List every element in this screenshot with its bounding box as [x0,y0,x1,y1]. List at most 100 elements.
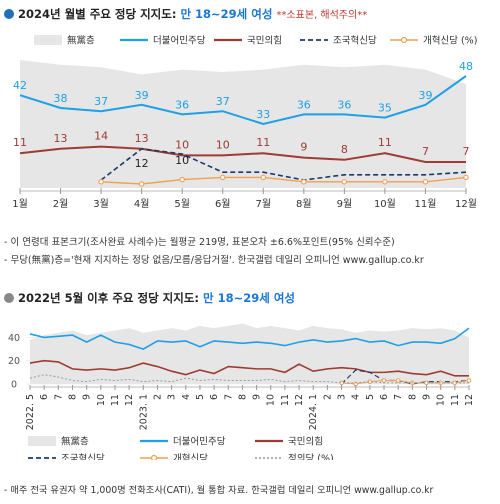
data-label-ppp: 11 [256,136,270,149]
chart2-note-method: - 매주 전국 유권자 약 1,000명 전화조사(CATI), 월 통합 자료… [4,485,434,496]
x-tick-label: 8 [407,394,418,400]
chart1-title-accent: 만 18~29세 여성 [180,7,273,21]
data-label-democratic: 42 [13,79,27,92]
x-tick-label: 6 [209,394,220,400]
bullet-dot-icon [4,9,14,19]
data-label-ppp: 13 [135,132,149,145]
x-tick-label: 2 [152,394,163,400]
area-independent [20,60,466,188]
x-tick-label: 5월 [174,198,190,210]
legend-label: 조국혁신당 [61,454,105,461]
data-label-ppp: 11 [13,136,27,149]
x-tick-label: 12 [464,394,475,406]
x-tick-label: 4 [181,394,192,400]
legend-label: 국민의힘 [247,36,282,47]
x-tick-label: 3 [337,394,348,400]
x-tick-label: 2 [322,394,333,400]
series-line-rebuilding [100,147,467,181]
x-tick-label: 2024. 1 [308,394,319,430]
legend-label: 더불어민주당 [153,36,206,47]
x-tick-label: 10월 [374,198,396,210]
legend-label: 無黨층 [67,35,95,47]
x-tick-label: 7 [53,394,64,400]
series-line [29,374,469,384]
x-tick-label: 10 [96,394,107,406]
data-label-democratic: 33 [256,108,270,121]
x-tick-label: 6 [379,394,390,400]
x-tick-label: 3 [167,394,178,400]
x-tick-label: 8월 [296,198,312,210]
series-point-reform [219,174,226,181]
x-tick-label: 11월 [414,198,436,210]
data-label-rebuilding: 10 [175,154,189,167]
data-label-ppp: 10 [216,138,230,151]
x-tick-label: 12 [124,394,135,406]
legend-label: 개혁신당 (%) [423,36,477,47]
x-tick-label: 9 [422,394,433,400]
chart1-title: 2024년 월별 주요 정당 지지도: 만 18~29세 여성 **소표본, 해… [4,6,367,22]
chart1-note-sample: - 이 연령대 표본크기(조사완료 사례수)는 월평균 219명, 표본오차 ±… [4,237,395,248]
data-label-ppp: 14 [94,130,108,143]
series-line-democratic [19,75,467,126]
chart1-note-independent: - 무당(無黨)층='현재 지지하는 정당 없음/모름/응답거절'. 한국갤럽 … [4,255,424,266]
data-label-ppp: 13 [54,132,68,145]
data-label-rebuilding: 12 [135,157,149,170]
x-tick-label: 7월 [255,198,271,210]
series-line [341,369,470,385]
x-tick-label: 5 [195,394,206,400]
x-tick-label: 2023. 1 [138,394,149,430]
data-label-ppp: 11 [378,136,392,149]
legend-marker [400,36,408,44]
chart1-plot: 無黨층 더불어민주당 국민의힘 조국혁신당 개혁신당 (%) 1월 2월 3월 4월 5월 6월 7월… [12,35,477,211]
series-point-reform [341,179,348,185]
data-label-democratic: 39 [418,89,432,102]
series-point-reform [301,179,307,185]
series-point [381,378,387,383]
area-independent [30,323,469,384]
x-tick-label: 8 [67,394,78,400]
legend-label: 조국혁신당 [333,36,377,47]
y-tick-label: 20 [8,356,20,367]
legend-marker [150,454,158,460]
chart2-title-accent: 만 18~29세 여성 [203,291,296,305]
legend-label: 개혁신당 [173,454,208,461]
legend-label: 국민의힘 [288,437,323,448]
data-label-democratic: 48 [459,60,473,73]
x-tick-label: 4월 [134,198,150,210]
series-line-ppp [19,145,466,163]
chart1-title-prefix: 2024년 월별 주요 정당 지지도: [18,7,177,21]
x-tick-label: 2월 [53,198,69,210]
y-tick-label: 40 [8,333,20,344]
x-tick-label: 11 [110,394,121,406]
series-point [466,378,472,383]
data-label-democratic: 38 [54,92,68,105]
series-point-reform [260,174,267,181]
series-point-reform [98,179,104,185]
x-tick-label: 12 [294,394,305,406]
series-line [29,359,469,377]
series-point-reform [382,179,388,185]
legend-swatch-independent [34,35,62,45]
series-line-reform [101,176,467,185]
x-tick-label: 7 [393,394,404,400]
x-tick-label: 6 [39,394,50,400]
x-tick-label: 6월 [215,198,231,210]
data-label-democratic: 35 [378,102,392,115]
series-line [29,327,470,350]
series-point-reform [179,176,185,183]
legend-label: 정의당 (%) [288,454,334,461]
chart1-title-note: **소표본, 해석주의** [276,10,368,21]
data-label-democratic: 36 [337,98,351,111]
data-label-ppp: 7 [463,145,470,158]
data-label-democratic: 37 [94,95,108,108]
data-label-democratic: 36 [297,98,311,111]
x-tick-label: 1월 [12,198,28,210]
chart2-title-prefix: 2022년 5월 이후 주요 정당 지지도: [18,291,200,305]
x-tick-label: 3월 [93,198,109,210]
y-tick-label: 0 [11,380,17,391]
series-point-reform [463,174,469,181]
x-tick-label: 10 [436,394,447,406]
x-tick-label: 4 [351,394,362,400]
x-tick-label: 2022. 5 [25,394,36,430]
